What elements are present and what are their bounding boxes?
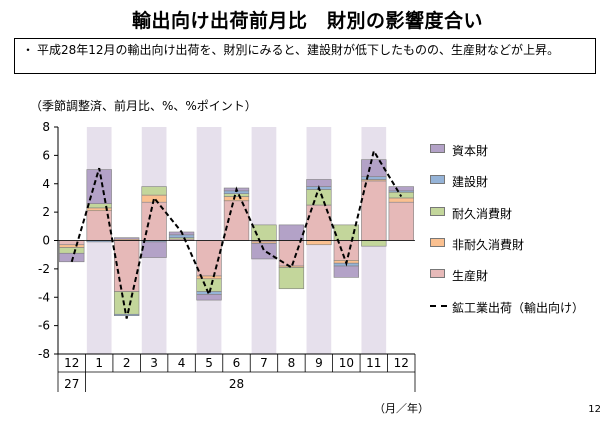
y-tick-label-8: 8 (42, 120, 50, 134)
y-tick-label--6: -6 (38, 319, 50, 333)
x-tick-label-6: 6 (233, 356, 241, 370)
bar-nondurable-12 (388, 197, 414, 203)
x-tick-label-8: 8 (288, 356, 296, 370)
x-tick-label-0: 12 (64, 356, 79, 370)
y-tick-label-2: 2 (42, 205, 50, 219)
legend-label-construction: 建設財 (452, 175, 489, 189)
y-tick-label--2: -2 (38, 262, 50, 276)
bar-nondurable-6 (223, 196, 250, 202)
x-tick-label-3: 3 (150, 356, 158, 370)
x-tick-label-12: 12 (394, 356, 409, 370)
legend-label-line: 鉱工業出荷（輸出向け） (452, 301, 585, 315)
y-tick-label-4: 4 (42, 177, 50, 191)
bar-capital-2 (113, 237, 140, 240)
summary-box: ・ 平成28年12月の輸出向け出荷を、財別にみると、建設財が低下したものの、生産… (14, 38, 596, 74)
x-tick-label-2: 2 (123, 356, 131, 370)
y-unit-label: （季節調整済、前月比、%、%ポイント） (30, 99, 257, 113)
legend-swatch-capital (430, 144, 445, 153)
bar-production-0 (59, 240, 85, 246)
bar-durable-10 (333, 224, 360, 241)
summary-bullet: ・ (22, 43, 35, 57)
legend-label-production: 生産財 (452, 269, 489, 283)
x-tick-label-4: 4 (178, 356, 186, 370)
bar-nondurable-9 (306, 240, 332, 246)
year-label-27: 27 (64, 377, 79, 391)
legend-swatch-durable (430, 207, 445, 216)
bar-construction-11 (361, 176, 387, 180)
bar-durable-0 (59, 247, 85, 254)
legend-swatch-construction (430, 175, 445, 184)
bar-production-10 (333, 240, 360, 261)
bar-capital-11 (361, 159, 387, 177)
bar-production-2 (113, 240, 140, 292)
bar-capital-12 (388, 186, 414, 192)
legend-swatch-production (430, 269, 445, 278)
bar-durable-8 (278, 267, 305, 290)
bar-production-12 (388, 201, 414, 241)
legend-label-capital: 資本財 (452, 144, 489, 158)
legend-swatch-nondurable (430, 238, 445, 247)
bar-durable-9 (306, 189, 332, 206)
bar-durable-6 (223, 193, 250, 197)
bar-construction-2 (113, 313, 140, 316)
summary-text: 平成28年12月の輸出向け出荷を、財別にみると、建設財が低下したものの、生産財な… (37, 43, 560, 57)
bar-capital-3 (141, 241, 167, 258)
legend-label-durable: 耐久消費財 (452, 207, 513, 221)
legend-label-nondurable: 非耐久消費財 (452, 238, 525, 252)
bar-capital-8 (278, 224, 305, 241)
bar-capital-5 (196, 294, 222, 301)
y-tick-label--8: -8 (38, 347, 50, 361)
bar-construction-4 (168, 234, 195, 238)
y-tick-label-6: 6 (42, 148, 50, 162)
year-label-28: 28 (229, 377, 244, 391)
legend-dash-line (430, 305, 447, 307)
x-tick-label-10: 10 (339, 356, 354, 370)
x-tick-label-5: 5 (205, 356, 213, 370)
y-tick-label--4: -4 (38, 290, 50, 304)
bar-production-5 (196, 240, 222, 277)
x-tick-label-9: 9 (315, 356, 323, 370)
bar-production-11 (361, 180, 387, 241)
bar-durable-11 (361, 240, 387, 247)
bar-capital-10 (333, 265, 360, 278)
x-tick-label-7: 7 (260, 356, 268, 370)
bar-durable-5 (196, 278, 222, 292)
bar-production-6 (223, 200, 250, 241)
y-tick-label-0: 0 (42, 234, 50, 248)
bar-durable-3 (141, 186, 167, 196)
x-tick-label-11: 11 (366, 356, 381, 370)
page-title: 輸出向け出荷前月比 財別の影響度合い (131, 10, 483, 32)
x-unit-label: （月／年） (374, 402, 429, 415)
bar-durable-1 (86, 203, 112, 209)
page-number: 12 (588, 404, 601, 415)
x-tick-label-1: 1 (95, 356, 103, 370)
bar-durable-2 (113, 291, 140, 315)
bar-nondurable-0 (59, 244, 85, 248)
bar-capital-7 (251, 243, 277, 260)
